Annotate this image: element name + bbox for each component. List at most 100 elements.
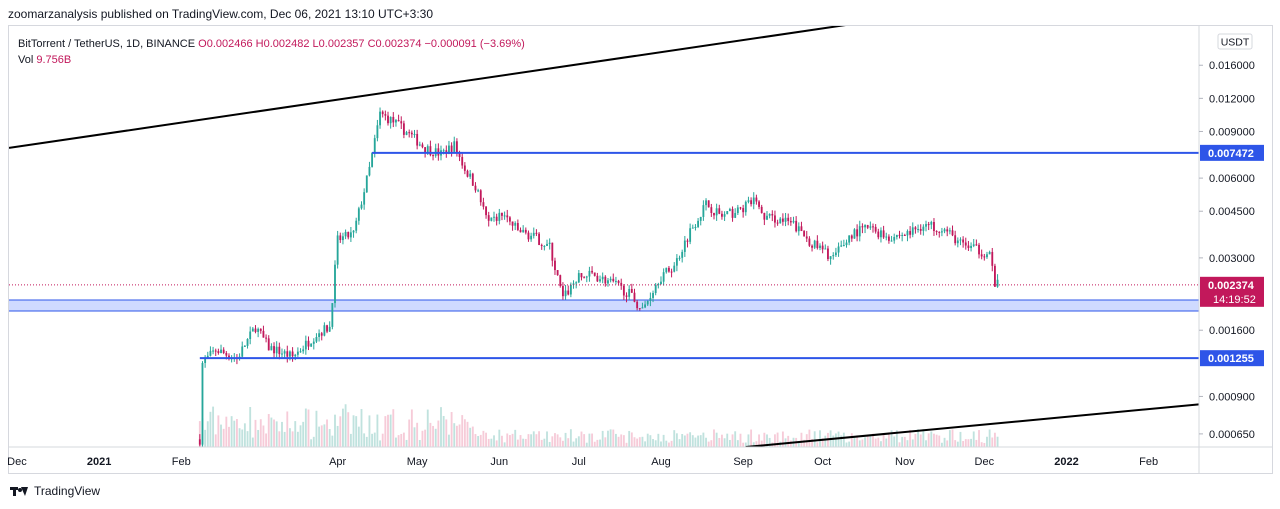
- volume-bar: [225, 416, 228, 447]
- candle-body: [678, 257, 681, 259]
- volume-bar: [408, 419, 411, 447]
- candle-body: [933, 222, 935, 231]
- candle-body: [649, 297, 652, 301]
- volume-bar: [286, 411, 289, 447]
- volume-bar: [251, 437, 254, 447]
- volume-bar: [405, 439, 408, 447]
- trendline: [9, 26, 846, 149]
- volume-bar: [424, 429, 427, 447]
- candle-body: [501, 212, 503, 216]
- volume-bar: [601, 430, 604, 447]
- y-tick-label: 0.009000: [1209, 126, 1255, 138]
- volume-bar: [893, 436, 896, 447]
- level-price-tag: [1200, 350, 1264, 367]
- volume-bar: [241, 429, 244, 447]
- candle-body: [535, 232, 538, 234]
- candle-body: [355, 220, 358, 231]
- volume-bar: [959, 431, 962, 447]
- y-tick-label: 0.000900: [1209, 391, 1255, 403]
- volume-bar: [845, 442, 848, 447]
- candle-body: [842, 245, 845, 247]
- volume-bar: [956, 441, 959, 447]
- volume-bar: [887, 432, 890, 447]
- candle-body: [972, 244, 975, 246]
- candle-body: [471, 173, 474, 186]
- volume-bar: [686, 433, 689, 447]
- candle-body: [418, 144, 421, 146]
- candle-body: [675, 258, 678, 266]
- candle-body: [832, 255, 835, 257]
- volume-bar: [294, 421, 297, 447]
- candle-body: [527, 232, 530, 240]
- volume-bar: [538, 431, 540, 447]
- volume-bar: [882, 434, 885, 447]
- y-tick-label: 0.000650: [1209, 429, 1255, 441]
- candle-body: [591, 270, 594, 273]
- volume-bar: [397, 435, 400, 447]
- candle-body: [760, 206, 763, 213]
- x-tick-label: Apr: [329, 456, 346, 468]
- x-tick-label: Feb: [1139, 456, 1158, 468]
- candle-body: [906, 231, 909, 236]
- volume-bar: [572, 441, 575, 447]
- volume-bar: [821, 438, 824, 447]
- volume-bar: [328, 429, 331, 447]
- volume-bar: [638, 437, 641, 447]
- candle-body: [834, 252, 837, 256]
- volume-bar: [304, 408, 307, 447]
- volume-bar: [212, 406, 215, 447]
- candle-body: [736, 207, 739, 214]
- volume-bar: [323, 424, 326, 447]
- x-tick-label: Jun: [490, 456, 508, 468]
- candle-body: [731, 208, 734, 218]
- volume-bar: [206, 421, 209, 447]
- volume-bar: [930, 431, 933, 447]
- volume-bar: [858, 440, 861, 447]
- volume-bar: [519, 435, 522, 447]
- volume-bar: [524, 438, 527, 447]
- volume-bar: [694, 437, 697, 447]
- candle-body: [485, 206, 487, 216]
- candle-body: [750, 200, 753, 205]
- candle-body: [726, 211, 729, 215]
- candle-body: [898, 234, 901, 236]
- candle-body: [331, 303, 334, 327]
- candle-body: [988, 251, 991, 255]
- volume-bar: [291, 431, 294, 447]
- candle-body: [805, 236, 808, 239]
- volume-bar: [352, 415, 355, 447]
- legend-ohlc-row: BitTorrent / TetherUS, 1D, BINANCE O0.00…: [18, 36, 525, 52]
- volume-bar: [652, 439, 654, 447]
- candle-body: [978, 244, 980, 255]
- footer-brand[interactable]: TradingView: [34, 484, 101, 498]
- candle-body: [241, 346, 244, 357]
- volume-bar: [416, 422, 419, 447]
- candle-body: [397, 120, 400, 122]
- volume-bar: [546, 431, 548, 447]
- volume-bar: [697, 435, 700, 447]
- candle-body: [758, 201, 760, 207]
- candle-body: [718, 208, 721, 214]
- volume-bar: [689, 432, 692, 447]
- candle-body: [625, 295, 628, 297]
- candle-body: [691, 227, 694, 229]
- candle-body: [363, 192, 366, 205]
- drawing-layer: [9, 26, 1199, 447]
- candle-body: [887, 236, 890, 241]
- volume-bar: [275, 421, 278, 447]
- candle-body: [607, 280, 609, 284]
- candle-body: [461, 156, 464, 166]
- volume-bar: [699, 435, 702, 447]
- x-tick-label: May: [407, 456, 428, 468]
- candle-body: [267, 338, 270, 351]
- candle-body: [299, 351, 302, 353]
- candle-body: [964, 242, 967, 246]
- volume-bar: [832, 435, 835, 447]
- volume-bar: [940, 442, 943, 447]
- volume-bar: [503, 442, 506, 447]
- volume-bar: [993, 432, 996, 447]
- candle-body: [954, 235, 957, 244]
- volume-bar: [283, 431, 286, 447]
- support-zone-layer: [9, 299, 1199, 312]
